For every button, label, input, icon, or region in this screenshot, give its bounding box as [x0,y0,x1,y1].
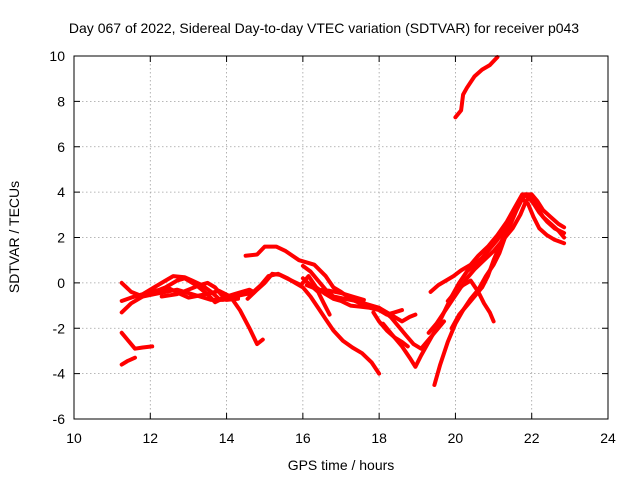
y-tick-label: 10 [49,48,65,64]
y-tick-label: 2 [57,230,65,246]
data-trace-trace-21 [453,55,500,120]
data-trace-trace-2 [119,355,137,367]
y-tick-label: -6 [53,411,66,427]
y-tick-label: 8 [57,93,65,109]
data-trace-trace-6 [152,276,256,305]
chart-title: Day 067 of 2022, Sidereal Day-to-day VTE… [69,20,579,36]
grid-layer [74,56,608,419]
x-tick-label: 18 [371,430,387,446]
data-trace-trace-16 [428,192,567,294]
x-tick-label: 10 [66,430,82,446]
y-tick-label: 4 [57,184,65,200]
x-tick-label: 22 [524,430,540,446]
data-layer [119,55,567,387]
y-axis-label: SDTVAR / TECUs [6,181,22,293]
data-trace-trace-20 [445,278,496,324]
x-axis-label: GPS time / hours [288,457,395,473]
x-tick-label: 24 [600,430,616,446]
data-trace-trace-13 [304,283,366,302]
data-trace-trace-12 [300,276,332,317]
data-trace-trace-1 [119,330,155,351]
x-tick-label: 20 [448,430,464,446]
y-tick-label: 6 [57,139,65,155]
y-tick-label: -2 [53,320,66,336]
data-trace-trace-11 [300,263,446,351]
y-tick-label: -4 [53,366,66,382]
x-tick-label: 16 [295,430,311,446]
data-trace-trace-5 [119,286,265,347]
data-trace-trace-19 [449,192,532,331]
data-trace-trace-10 [247,271,382,376]
data-trace-trace-8 [243,244,418,324]
y-tick-label: 0 [57,275,65,291]
x-tick-label: 14 [219,430,235,446]
data-trace-trace-7 [159,280,240,301]
x-tick-label: 12 [142,430,158,446]
